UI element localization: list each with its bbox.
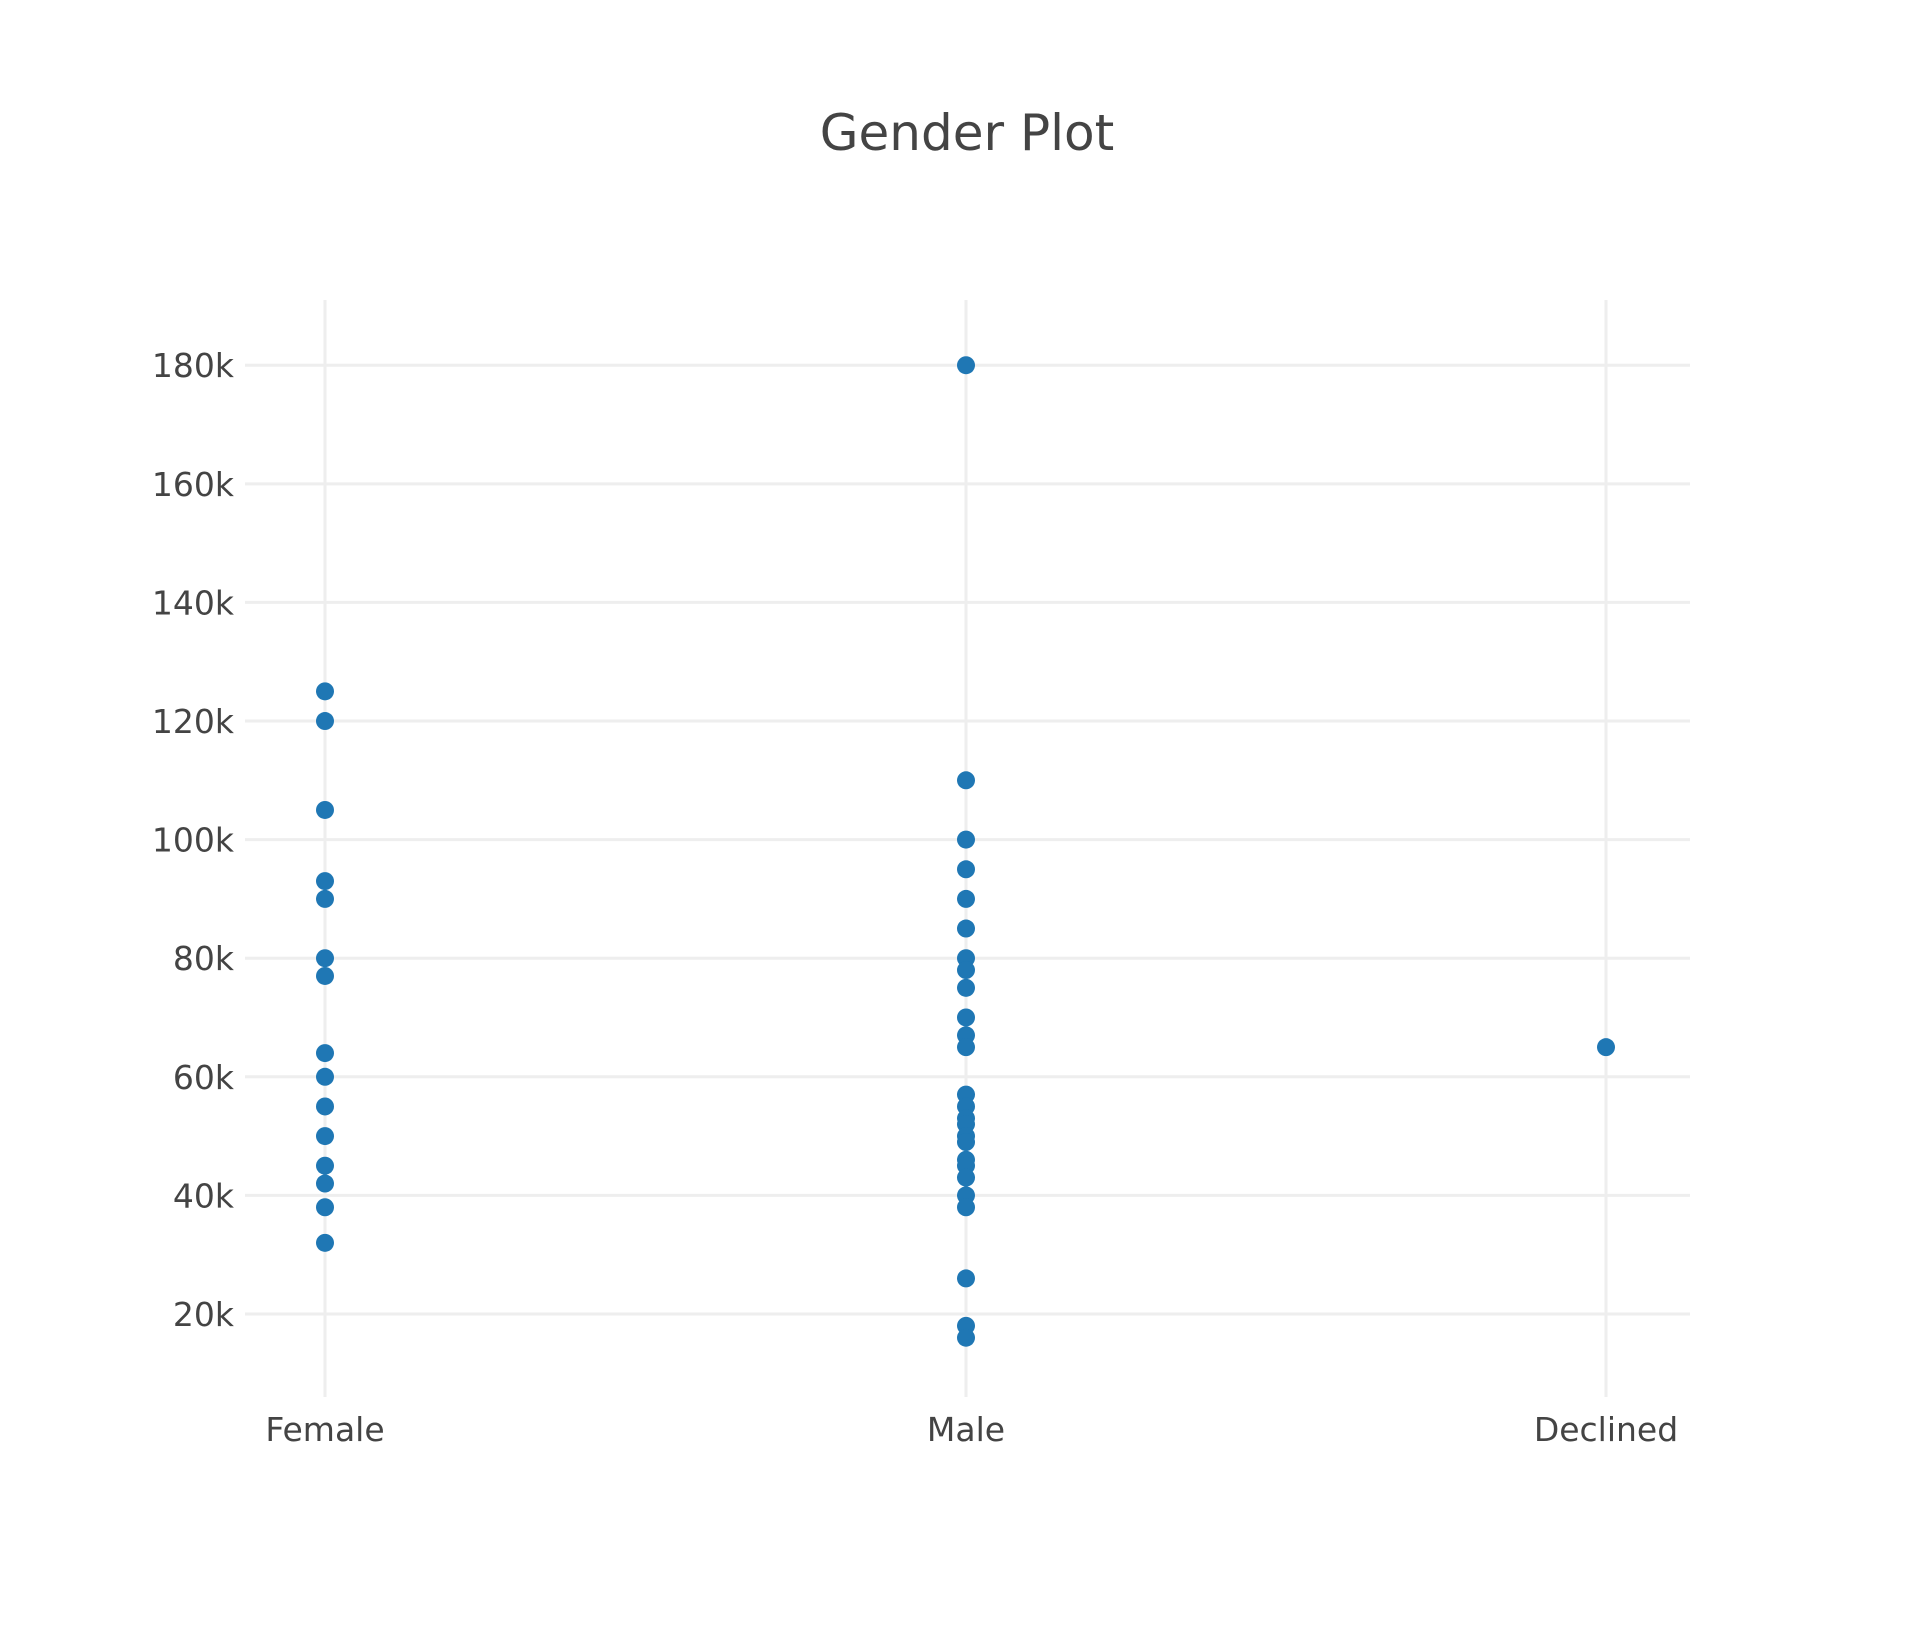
y-tick-label: 180k (152, 346, 235, 385)
y-tick-label: 80k (173, 939, 235, 978)
y-tick-label: 100k (152, 821, 235, 860)
data-point[interactable] (316, 1067, 334, 1086)
data-point[interactable] (316, 889, 334, 908)
data-point[interactable] (957, 889, 975, 908)
data-point[interactable] (316, 1156, 334, 1175)
y-tick-label: 40k (173, 1176, 235, 1215)
data-point[interactable] (957, 1008, 975, 1027)
data-point[interactable] (957, 1038, 975, 1057)
data-point[interactable] (316, 682, 334, 701)
data-point[interactable] (316, 1174, 334, 1193)
y-tick-label: 140k (152, 583, 235, 622)
data-point[interactable] (316, 1233, 334, 1252)
x-axis-tick-labels: Female Male Declined (265, 1410, 1678, 1449)
data-point[interactable] (316, 966, 334, 985)
y-axis-tick-labels: 20k 40k 60k 80k 100k 120k 140k 160k 180k (152, 346, 235, 1334)
data-point[interactable] (957, 771, 975, 790)
data-point[interactable] (957, 1133, 975, 1152)
data-point[interactable] (957, 1168, 975, 1187)
data-point[interactable] (316, 1127, 334, 1146)
data-point[interactable] (316, 1097, 334, 1116)
y-tick-label: 20k (173, 1295, 235, 1334)
scatter-points (316, 356, 1615, 1347)
y-tick-label: 60k (173, 1058, 235, 1097)
y-tick-label: 120k (152, 702, 235, 741)
data-point[interactable] (957, 860, 975, 879)
data-point[interactable] (957, 1198, 975, 1217)
data-point[interactable] (957, 1328, 975, 1347)
x-tick-label: Male (927, 1410, 1005, 1449)
x-tick-label: Declined (1534, 1410, 1678, 1449)
data-point[interactable] (316, 949, 334, 968)
data-point[interactable] (316, 872, 334, 891)
chart-title: Gender Plot (820, 104, 1114, 162)
data-point[interactable] (957, 919, 975, 938)
data-point[interactable] (316, 1044, 334, 1063)
data-point[interactable] (1597, 1038, 1615, 1057)
data-point[interactable] (957, 356, 975, 375)
data-point[interactable] (957, 1269, 975, 1288)
data-point[interactable] (957, 961, 975, 980)
x-tick-label: Female (265, 1410, 384, 1449)
data-point[interactable] (957, 978, 975, 997)
data-point[interactable] (316, 1198, 334, 1217)
data-point[interactable] (957, 830, 975, 849)
data-point[interactable] (316, 800, 334, 819)
y-tick-label: 160k (152, 465, 235, 504)
data-point[interactable] (316, 712, 334, 731)
